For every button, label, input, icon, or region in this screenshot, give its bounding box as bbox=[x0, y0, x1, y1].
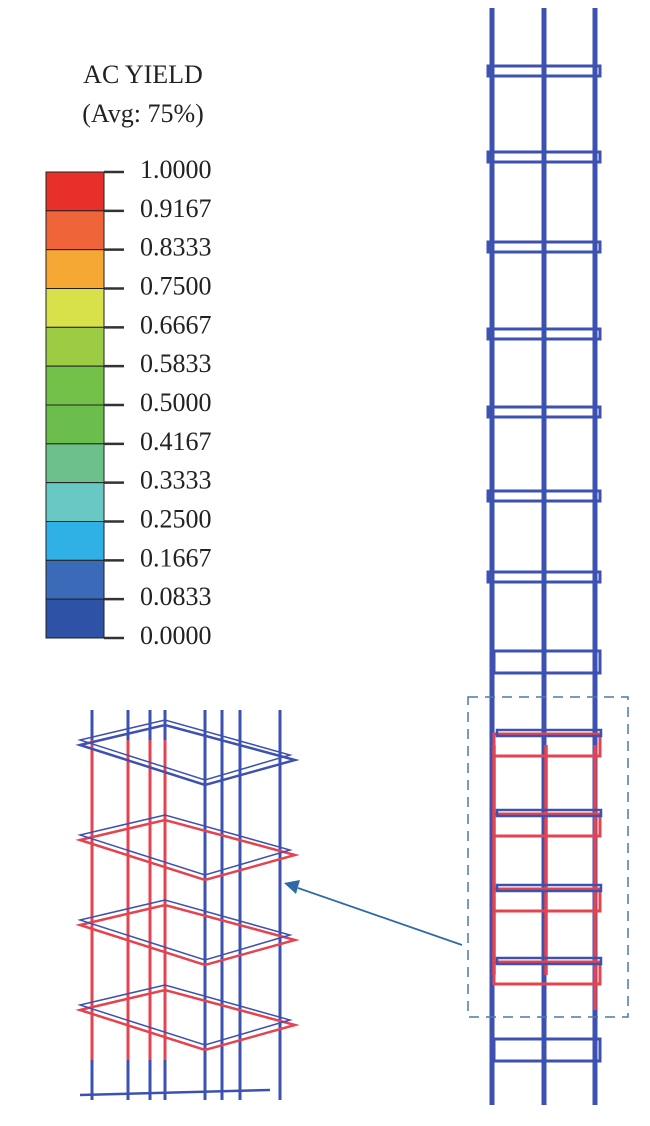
legend-label: 0.8333 bbox=[140, 233, 212, 262]
hoop bbox=[486, 64, 602, 78]
legend-label: 0.0000 bbox=[140, 621, 212, 650]
hoop bbox=[495, 956, 603, 966]
arrow-line bbox=[297, 887, 463, 946]
color-band bbox=[45, 598, 105, 639]
hoop bbox=[77, 814, 293, 876]
hoop bbox=[77, 719, 293, 781]
color-band bbox=[45, 482, 105, 522]
hoop bbox=[486, 240, 602, 254]
color-band bbox=[45, 326, 105, 367]
legend-title: AC YIELD bbox=[83, 60, 203, 89]
hoop bbox=[495, 728, 603, 738]
rebar bbox=[79, 1088, 271, 1097]
legend-label: 0.0833 bbox=[140, 582, 212, 611]
legend-label: 0.6667 bbox=[140, 310, 212, 339]
color-band bbox=[45, 404, 105, 445]
hoop bbox=[495, 883, 603, 893]
legend-label: 0.5833 bbox=[140, 349, 212, 378]
hoop bbox=[492, 887, 602, 913]
color-band bbox=[45, 365, 105, 406]
hoop bbox=[495, 808, 603, 818]
hoop bbox=[75, 723, 300, 787]
legend: 1.0000 0.9167 0.8333 0.7500 0.6667 0.5833 0.50… bbox=[45, 155, 212, 650]
hoop bbox=[486, 489, 602, 503]
color-band bbox=[45, 288, 105, 328]
legend-label: 0.7500 bbox=[140, 271, 212, 300]
hoop bbox=[492, 1037, 602, 1063]
hoop bbox=[492, 812, 602, 838]
color-band bbox=[45, 210, 105, 251]
hoop bbox=[77, 984, 293, 1046]
rebar-cage bbox=[486, 8, 603, 1105]
hoop bbox=[492, 649, 602, 675]
legend-label: 0.3333 bbox=[140, 466, 212, 495]
detail-view bbox=[75, 710, 300, 1100]
legend-label: 0.1667 bbox=[140, 543, 212, 572]
hoop bbox=[75, 903, 300, 967]
color-band bbox=[45, 249, 105, 290]
legend-subtitle: (Avg: 75%) bbox=[82, 99, 204, 128]
hoop bbox=[486, 327, 602, 341]
hoop bbox=[486, 570, 602, 584]
legend-label: 0.2500 bbox=[140, 504, 212, 533]
legend-label: 0.9167 bbox=[140, 194, 212, 223]
hoop bbox=[77, 899, 293, 961]
legend-label: 1.0000 bbox=[140, 155, 212, 184]
legend-label: 0.5000 bbox=[140, 388, 212, 417]
hoop bbox=[75, 818, 300, 882]
hoop bbox=[492, 960, 602, 986]
color-band bbox=[45, 521, 105, 561]
color-band bbox=[45, 443, 105, 484]
color-band bbox=[45, 171, 105, 212]
legend-label: 0.4167 bbox=[140, 427, 212, 456]
hoop bbox=[492, 732, 602, 758]
hoop bbox=[486, 405, 602, 419]
hoop bbox=[75, 988, 300, 1052]
color-band bbox=[45, 559, 105, 600]
arrow-head bbox=[284, 880, 300, 894]
highlight-box bbox=[467, 696, 629, 1018]
hoop bbox=[486, 150, 602, 164]
